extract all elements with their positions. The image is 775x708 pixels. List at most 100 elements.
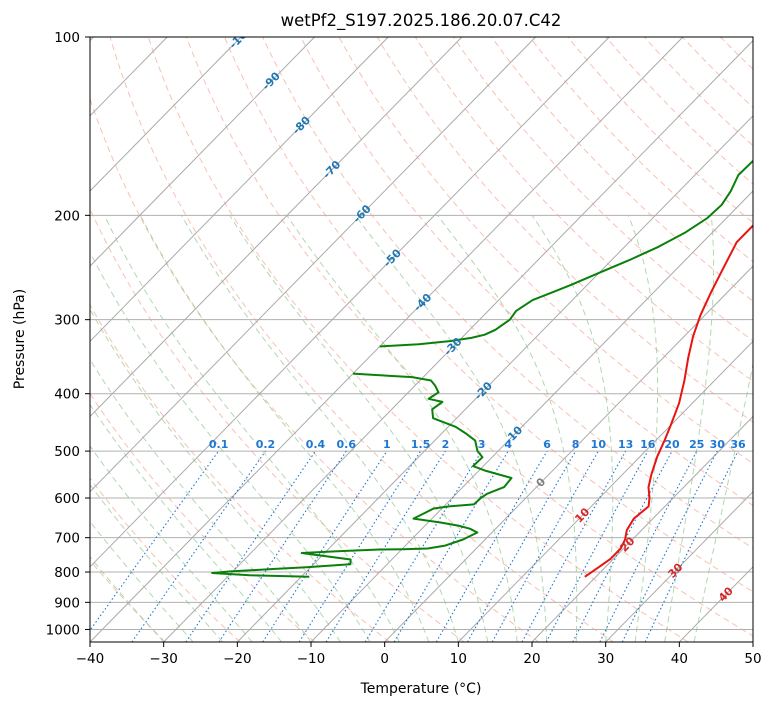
sounding-trace bbox=[211, 372, 513, 578]
mixing-ratio-line bbox=[491, 450, 599, 642]
mixing-ratio-label: 0.1 bbox=[209, 438, 229, 451]
dry-adiabat bbox=[224, 37, 753, 593]
mixing-ratio-line bbox=[467, 450, 577, 642]
moist-adiabat bbox=[90, 483, 223, 642]
x-tick-label: 50 bbox=[744, 651, 761, 667]
x-tick-label: 0 bbox=[380, 651, 389, 667]
dry-adiabats bbox=[90, 37, 775, 642]
mixing-ratio-line bbox=[521, 450, 627, 642]
mixing-ratio-label: 0.4 bbox=[306, 438, 326, 451]
mixing-ratio-label: 0.6 bbox=[337, 438, 357, 451]
mixing-ratio-label: 3 bbox=[478, 438, 486, 451]
moist-adiabat bbox=[103, 215, 400, 642]
dry-adiabat bbox=[682, 37, 753, 109]
x-tick-label: −10 bbox=[297, 651, 326, 667]
dry-adiabat bbox=[720, 37, 753, 70]
mixing-ratio-label: 6 bbox=[543, 438, 551, 451]
x-tick-label: 20 bbox=[523, 651, 540, 667]
isotherm bbox=[90, 37, 684, 642]
dry-adiabat bbox=[605, 37, 753, 185]
x-axis: −40 −30 −20 −10 0 10 20 30 40 50 bbox=[76, 642, 762, 667]
mixing-ratio-label: 36 bbox=[730, 438, 746, 451]
chart-title: wetPf2_S197.2025.186.20.07.C42 bbox=[281, 11, 562, 31]
mixing-ratio-lines bbox=[90, 450, 739, 642]
isotherm bbox=[531, 415, 753, 642]
y-tick-label: 600 bbox=[54, 491, 80, 507]
moist-adiabat bbox=[90, 403, 282, 642]
y-axis-label: Pressure (hPa) bbox=[12, 289, 28, 389]
dry-adiabat bbox=[414, 37, 753, 382]
x-tick-label: 30 bbox=[597, 651, 614, 667]
mixing-ratio-label: 13 bbox=[618, 438, 633, 451]
dry-adiabat bbox=[491, 37, 753, 302]
dry-adiabat bbox=[376, 37, 753, 423]
y-tick-label: 100 bbox=[54, 30, 80, 46]
sounding-trace bbox=[379, 159, 753, 348]
isotherm bbox=[90, 37, 389, 343]
dry-adiabat bbox=[109, 37, 614, 642]
dry-adiabat bbox=[643, 37, 753, 147]
x-tick-label: −40 bbox=[76, 651, 105, 667]
mixing-ratio-line bbox=[185, 450, 316, 642]
isotherm bbox=[752, 641, 753, 642]
isotherm bbox=[457, 340, 753, 642]
isotherm bbox=[384, 265, 753, 642]
mixing-ratio-line bbox=[90, 450, 220, 632]
y-tick-label: 700 bbox=[54, 531, 80, 547]
moist-adiabat bbox=[90, 250, 371, 642]
isotherm bbox=[90, 37, 463, 418]
isotherm bbox=[236, 115, 753, 642]
mixing-ratio-line bbox=[131, 450, 266, 642]
mixing-ratio-line bbox=[621, 450, 718, 642]
mixing-ratio-label: 20 bbox=[664, 438, 680, 451]
isotherms bbox=[90, 37, 753, 642]
moist-adiabat bbox=[139, 215, 430, 642]
isotherm bbox=[90, 37, 536, 493]
mixing-ratio-label: 0.2 bbox=[256, 438, 276, 451]
mixing-ratio-label: 1.5 bbox=[411, 438, 431, 451]
y-tick-label: 1000 bbox=[46, 622, 80, 638]
y-tick-label: 500 bbox=[54, 444, 80, 460]
isotherm bbox=[605, 490, 753, 642]
dry-adiabat bbox=[453, 37, 753, 342]
dry-adiabat bbox=[338, 37, 753, 465]
moist-adiabat bbox=[90, 445, 253, 642]
mixing-ratio-line bbox=[435, 450, 548, 642]
moist-adiabat bbox=[286, 215, 518, 642]
dry-adiabat bbox=[300, 37, 753, 507]
dry-adiabat bbox=[147, 37, 689, 642]
y-tick-label: 800 bbox=[54, 565, 80, 581]
mixing-ratio-label: 8 bbox=[572, 438, 580, 451]
mixing-ratio-line bbox=[262, 450, 388, 642]
moist-adiabat bbox=[229, 215, 489, 642]
mixing-ratio-label: 10 bbox=[591, 438, 607, 451]
x-tick-label: −30 bbox=[149, 651, 178, 667]
y-tick-label: 300 bbox=[54, 313, 80, 329]
dry-adiabat bbox=[529, 37, 753, 263]
mixing-ratio-labels: 0.1 0.2 0.4 0.6 1 1.5 2 3 4 6 8 10 13 16 20 25 30 36 bbox=[209, 438, 746, 451]
mixing-ratio-line bbox=[364, 450, 483, 642]
x-tick-label: 10 bbox=[450, 651, 467, 667]
moist-adiabat bbox=[354, 215, 548, 642]
plot-area: -100-90-80-70-60-50-40-30-20-10010203040… bbox=[90, 37, 775, 642]
y-tick-label: 900 bbox=[54, 595, 80, 611]
moist-adiabat bbox=[181, 215, 459, 642]
dry-adiabat bbox=[567, 37, 753, 224]
dry-adiabat bbox=[759, 37, 775, 642]
mixing-ratio-label: 2 bbox=[442, 438, 450, 451]
mixing-ratio-line bbox=[298, 450, 422, 642]
moist-adiabat bbox=[90, 308, 341, 642]
dry-adiabat bbox=[90, 477, 241, 642]
mixing-ratio-line bbox=[644, 450, 739, 642]
moist-adiabat bbox=[531, 215, 614, 642]
pressure-gridlines bbox=[90, 37, 753, 630]
dry-adiabat bbox=[262, 37, 753, 549]
dry-adiabat bbox=[90, 392, 316, 642]
mixing-ratio-label: 4 bbox=[504, 438, 512, 451]
mixing-ratio-line bbox=[325, 450, 446, 642]
mixing-ratio-line bbox=[599, 450, 698, 642]
isotherm bbox=[678, 566, 753, 642]
moist-adiabats bbox=[90, 214, 753, 642]
mixing-ratio-label: 30 bbox=[710, 438, 726, 451]
moist-adiabat bbox=[693, 361, 753, 642]
